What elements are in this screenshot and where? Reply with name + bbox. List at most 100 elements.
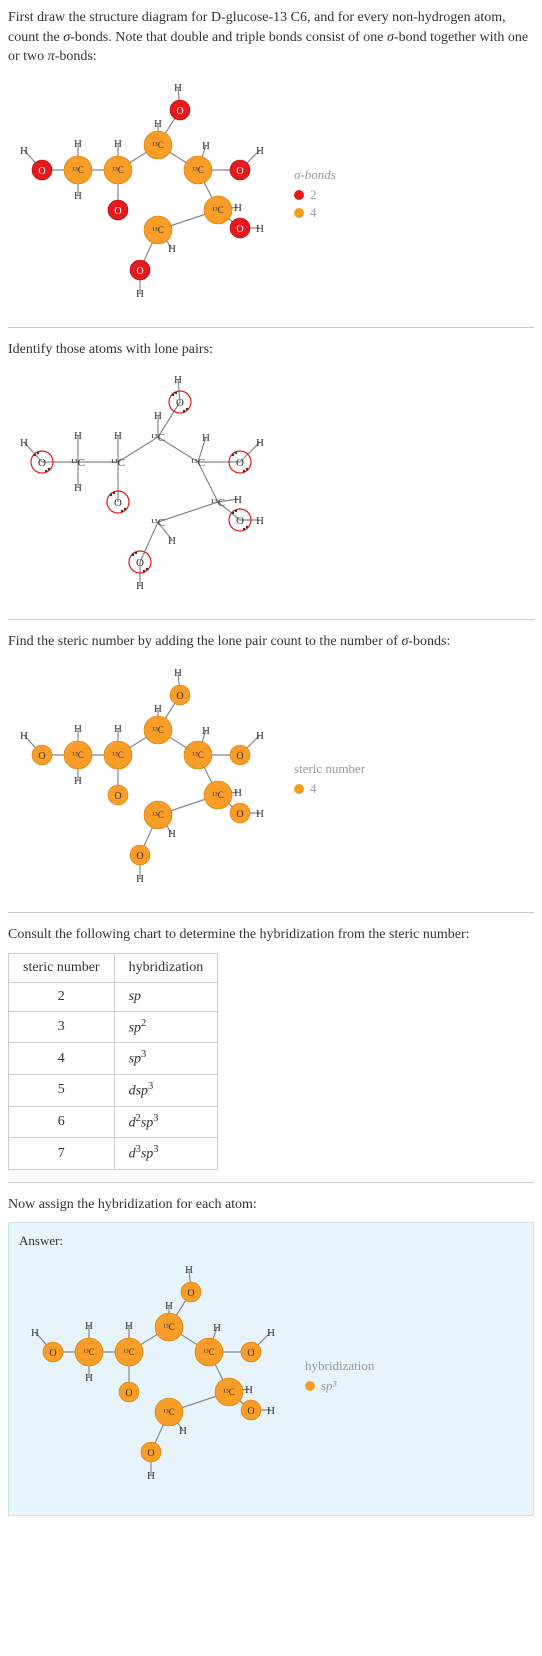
- svg-text:H: H: [185, 1264, 193, 1276]
- diagram-3-wrap: ¹³C¹³C¹³C¹³C¹³C¹³COOOOOOHHHHHHHHHHHH ste…: [8, 660, 534, 900]
- svg-text:H: H: [256, 515, 264, 527]
- svg-text:¹³C: ¹³C: [112, 750, 123, 760]
- svg-text:H: H: [154, 118, 162, 130]
- legend-title: steric number: [294, 761, 365, 777]
- explanation-4: Consult the following chart to determine…: [8, 925, 534, 945]
- table-row: 2sp: [9, 982, 218, 1011]
- svg-text:H: H: [74, 430, 82, 442]
- diagram-5-wrap: ¹³C¹³C¹³C¹³C¹³C¹³COOOOOOHHHHHHHHHHHH hyb…: [19, 1257, 523, 1497]
- section-answer: Now assign the hybridization for each at…: [8, 1195, 534, 1517]
- legend-item: 4: [294, 781, 365, 797]
- svg-text:H: H: [202, 725, 210, 737]
- legend-sigma: σ-bonds 2 4: [294, 167, 336, 223]
- svg-text:H: H: [74, 482, 82, 494]
- svg-text:H: H: [147, 1470, 155, 1482]
- svg-text:H: H: [202, 140, 210, 152]
- hybridization-table: steric number hybridization 2sp3sp24sp35…: [8, 953, 218, 1170]
- svg-text:H: H: [74, 138, 82, 150]
- svg-text:¹³C: ¹³C: [123, 1347, 134, 1357]
- svg-text:H: H: [20, 145, 28, 157]
- svg-text:H: H: [256, 145, 264, 157]
- answer-label: Answer:: [19, 1233, 523, 1249]
- svg-text:O: O: [125, 1388, 132, 1399]
- svg-text:H: H: [174, 374, 182, 386]
- svg-text:H: H: [267, 1327, 275, 1339]
- svg-text:O: O: [187, 1288, 194, 1299]
- svg-text:O: O: [114, 791, 121, 802]
- svg-text:O: O: [247, 1348, 254, 1359]
- svg-text:¹³C: ¹³C: [111, 457, 125, 469]
- divider: [8, 327, 534, 328]
- svg-text:O: O: [136, 851, 143, 862]
- answer-box: Answer: ¹³C¹³C¹³C¹³C¹³C¹³COOOOOOHHHHHHHH…: [8, 1222, 534, 1516]
- svg-text:H: H: [256, 223, 264, 235]
- svg-text:¹³C: ¹³C: [72, 165, 83, 175]
- th-steric: steric number: [9, 953, 115, 982]
- diagram-1-wrap: ¹³C¹³C¹³C¹³C¹³C¹³COOOOOOHHHHHHHHHHHH σ-b…: [8, 75, 534, 315]
- table-row: 4sp3: [9, 1043, 218, 1075]
- svg-text:O: O: [114, 497, 122, 509]
- cell-hyb: sp2: [114, 1011, 218, 1043]
- legend-label: sp³: [321, 1378, 336, 1394]
- cell-steric: 5: [9, 1074, 115, 1106]
- svg-text:O: O: [147, 1448, 154, 1459]
- svg-text:¹³C: ¹³C: [151, 432, 165, 444]
- cell-steric: 2: [9, 982, 115, 1011]
- legend-steric: steric number 4: [294, 761, 365, 799]
- explanation-1: First draw the structure diagram for D-g…: [8, 8, 534, 67]
- molecule-diagram-answer: ¹³C¹³C¹³C¹³C¹³C¹³COOOOOOHHHHHHHHHHHH: [19, 1257, 289, 1497]
- explanation-3: Find the steric number by adding the lon…: [8, 632, 534, 652]
- svg-text:H: H: [74, 723, 82, 735]
- svg-text:¹³C: ¹³C: [163, 1322, 174, 1332]
- svg-text:O: O: [176, 691, 183, 702]
- svg-text:¹³C: ¹³C: [191, 457, 205, 469]
- legend-dot-orange: [305, 1381, 315, 1391]
- svg-text:H: H: [213, 1322, 221, 1334]
- svg-text:¹³C: ¹³C: [212, 790, 223, 800]
- legend-item: sp³: [305, 1378, 374, 1394]
- svg-text:O: O: [136, 266, 143, 277]
- svg-text:H: H: [136, 288, 144, 300]
- svg-text:H: H: [85, 1372, 93, 1384]
- molecule-diagram-lonepairs: ¹³C¹³C¹³C¹³C¹³C¹³COOOOOOHHHHHHHHHHHH: [8, 367, 278, 607]
- explanation-2: Identify those atoms with lone pairs:: [8, 340, 534, 360]
- divider: [8, 1182, 534, 1183]
- section-steric: Find the steric number by adding the lon…: [8, 632, 534, 900]
- cell-hyb: sp3: [114, 1043, 218, 1075]
- section-table: Consult the following chart to determine…: [8, 925, 534, 1170]
- svg-text:H: H: [165, 1300, 173, 1312]
- svg-text:¹³C: ¹³C: [152, 725, 163, 735]
- table-row: 3sp2: [9, 1011, 218, 1043]
- svg-text:H: H: [136, 873, 144, 885]
- svg-text:H: H: [114, 138, 122, 150]
- svg-text:O: O: [236, 515, 244, 527]
- svg-text:¹³C: ¹³C: [72, 750, 83, 760]
- svg-text:¹³C: ¹³C: [83, 1347, 94, 1357]
- svg-text:¹³C: ¹³C: [211, 497, 225, 509]
- legend-dot-orange: [294, 208, 304, 218]
- section-sigma-bonds: First draw the structure diagram for D-g…: [8, 8, 534, 315]
- svg-text:O: O: [176, 397, 184, 409]
- svg-text:H: H: [179, 1425, 187, 1437]
- svg-text:H: H: [256, 437, 264, 449]
- svg-text:¹³C: ¹³C: [152, 225, 163, 235]
- svg-text:O: O: [247, 1406, 254, 1417]
- svg-text:O: O: [38, 166, 45, 177]
- svg-text:H: H: [245, 1384, 253, 1396]
- svg-text:H: H: [20, 437, 28, 449]
- svg-text:O: O: [114, 206, 121, 217]
- cell-steric: 6: [9, 1106, 115, 1138]
- svg-text:H: H: [256, 808, 264, 820]
- legend-dot-orange: [294, 784, 304, 794]
- cell-hyb: d2sp3: [114, 1106, 218, 1138]
- cell-hyb: sp: [114, 982, 218, 1011]
- explanation-5: Now assign the hybridization for each at…: [8, 1195, 534, 1215]
- svg-text:O: O: [38, 751, 45, 762]
- svg-text:O: O: [236, 809, 243, 820]
- svg-text:H: H: [234, 494, 242, 506]
- legend-dot-red: [294, 190, 304, 200]
- cell-hyb: d3sp3: [114, 1138, 218, 1170]
- svg-text:O: O: [136, 557, 144, 569]
- svg-text:H: H: [74, 775, 82, 787]
- table-row: 6d2sp3: [9, 1106, 218, 1138]
